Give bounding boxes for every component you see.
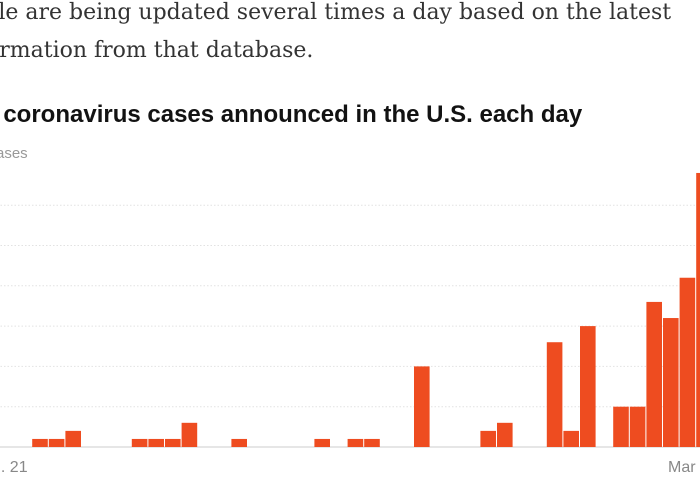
bar-day-34 xyxy=(563,430,579,447)
bar-day-29 xyxy=(480,430,496,447)
bar-day-33 xyxy=(546,342,563,447)
x-tick-label-40: Mar xyxy=(668,459,696,476)
bar-day-11 xyxy=(181,422,198,447)
article-line-2: ormation from that database. xyxy=(0,38,314,63)
bar-day-21 xyxy=(347,438,364,447)
bar-day-42 xyxy=(696,172,700,447)
bar-day-30 xyxy=(497,422,513,447)
bar-day-14 xyxy=(231,438,247,447)
chart-bars xyxy=(32,172,700,447)
x-tick-label-0: n. 21 xyxy=(0,459,28,476)
bar-day-4 xyxy=(65,430,81,447)
bar-day-19 xyxy=(314,438,330,447)
bar-day-10 xyxy=(165,438,181,447)
bar-day-9 xyxy=(148,438,164,447)
bar-day-25 xyxy=(414,366,430,447)
chart-title: w coronavirus cases announced in the U.S… xyxy=(0,101,583,128)
bar-day-40 xyxy=(663,318,679,447)
bar-day-35 xyxy=(580,326,596,447)
x-axis-tick-labels: n. 21 Mar xyxy=(0,459,696,476)
article-body-text: cle are being updated several times a da… xyxy=(0,0,700,70)
bar-day-22 xyxy=(364,438,380,447)
bar-day-37 xyxy=(613,406,629,447)
bar-day-3 xyxy=(48,438,65,447)
bar-day-38 xyxy=(629,406,646,447)
y-axis-label: ases xyxy=(0,145,28,162)
bar-day-39 xyxy=(646,301,662,447)
bar-day-2 xyxy=(32,438,48,447)
bar-day-41 xyxy=(679,277,696,447)
bar-day-8 xyxy=(131,438,148,447)
article-line-1: cle are being updated several times a da… xyxy=(0,0,672,25)
